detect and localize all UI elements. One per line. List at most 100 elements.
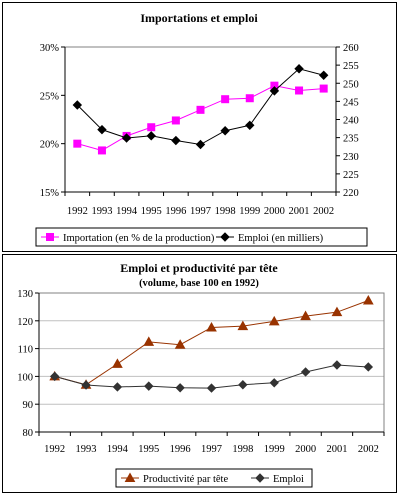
productivity-point	[362, 294, 374, 305]
productivity-point	[331, 306, 343, 317]
y-tick-label: 120	[17, 317, 33, 328]
employment-point	[318, 70, 329, 80]
employment-point	[72, 100, 83, 110]
series-line-productivity	[54, 300, 369, 386]
legend-box	[115, 468, 313, 488]
y-left-tick-label: 30%	[40, 43, 60, 54]
chart-subtitle: (volume, base 100 en 1992)	[139, 278, 259, 289]
employment-point	[269, 86, 280, 96]
legend: Importation (en % de la production) Emplo…	[35, 227, 368, 247]
x-tick-label: 1997	[190, 206, 211, 217]
x-tick-label: 1999	[264, 444, 285, 455]
chart-panel-productivity: Emploi et productivité par tête (volume,…	[2, 254, 397, 493]
employment-point	[238, 380, 248, 390]
legend-marker	[46, 233, 54, 241]
imports-point	[221, 95, 230, 104]
productivity-point	[174, 339, 186, 349]
x-tick-label: 2000	[295, 444, 316, 455]
x-tick-label: 1994	[116, 206, 138, 217]
y-right-tick-label: 255	[343, 61, 359, 72]
x-tick-label: 1994	[107, 444, 129, 455]
productivity-point	[237, 320, 249, 331]
x-tick-label: 2000	[264, 206, 285, 217]
chart-title: Emploi et productivité par tête	[120, 261, 278, 275]
y-right-tick-label: 220	[343, 188, 359, 199]
employment-point	[49, 371, 60, 382]
imports-point	[97, 146, 106, 155]
x-tick-label: 1996	[165, 206, 186, 217]
employment-point	[195, 139, 206, 150]
y-right-tick-label: 235	[343, 134, 359, 145]
y-left-tick-label: 15%	[40, 188, 60, 199]
x-tick-label: 2002	[313, 206, 334, 217]
x-tick-label: 2002	[358, 444, 379, 455]
chart-panel-imports: Importations et emploi 15% 20% 25% 30% 220 22…	[2, 2, 397, 252]
x-tick-label: 1993	[91, 206, 112, 217]
legend-label: Emploi	[273, 474, 304, 485]
y-right-tick-label: 240	[343, 116, 359, 127]
x-tick-label: 1992	[44, 444, 65, 455]
employment-point	[300, 367, 311, 377]
employment-point	[171, 135, 181, 146]
imports-point	[147, 123, 156, 132]
x-tick-label: 1995	[141, 206, 162, 217]
y-right-tick-label: 225	[343, 170, 359, 181]
legend-marker	[220, 232, 230, 242]
employment-point	[121, 133, 132, 143]
y-tick-label: 130	[17, 289, 33, 300]
legend-label: Productivité par tête	[143, 474, 228, 485]
legend-label: Importation (en % de la production)	[63, 233, 215, 244]
x-tick-label: 2001	[326, 444, 347, 455]
x-tick-label: 1999	[239, 206, 260, 217]
x-tick-label: 2001	[289, 206, 310, 217]
employment-point	[294, 64, 304, 74]
chart-imports-employment: Importations et emploi 15% 20% 25% 30% 220 22…	[35, 11, 368, 247]
employment-point	[175, 383, 185, 393]
imports-point	[319, 84, 328, 93]
x-tick-label: 1996	[170, 444, 191, 455]
x-tick-label: 1997	[201, 444, 222, 455]
imports-point	[171, 116, 180, 125]
legend: Productivité par tête Emploi	[115, 468, 313, 488]
legend-marker	[124, 472, 136, 482]
employment-point	[146, 131, 156, 141]
imports-point	[245, 94, 254, 103]
y-right-tick-label: 245	[343, 97, 359, 108]
chart-employment-productivity: Emploi et productivité par tête (volume,…	[17, 261, 385, 488]
y-right-tick-label: 260	[343, 43, 359, 54]
legend-marker	[255, 473, 265, 483]
x-tick-label: 1998	[232, 444, 253, 455]
y-right-tick-label: 250	[343, 79, 359, 90]
productivity-point	[206, 321, 217, 332]
y-tick-label: 110	[18, 345, 33, 356]
employment-point	[112, 382, 123, 392]
x-tick-label: 1998	[215, 206, 236, 217]
productivity-point	[268, 315, 280, 326]
chart-title: Importations et emploi	[140, 11, 258, 25]
y-tick-label: 100	[17, 372, 33, 383]
y-left-tick-label: 25%	[40, 91, 60, 102]
employment-point	[97, 124, 107, 135]
imports-point	[196, 105, 205, 114]
employment-point	[332, 360, 342, 370]
y-right-tick-label: 230	[343, 152, 359, 163]
imports-point	[295, 86, 304, 95]
legend-label: Emploi (en milliers)	[238, 233, 324, 244]
employment-point	[245, 120, 255, 131]
productivity-point	[112, 358, 123, 368]
legend-box	[35, 227, 368, 247]
employment-point	[363, 362, 374, 372]
plot-area	[38, 292, 385, 433]
productivity-point	[300, 310, 311, 321]
employment-point	[206, 383, 217, 393]
imports-point	[73, 139, 82, 148]
y-tick-label: 80	[23, 428, 34, 439]
x-tick-label: 1995	[138, 444, 159, 455]
x-tick-label: 1992	[67, 206, 88, 217]
y-tick-label: 90	[23, 400, 34, 411]
employment-point	[81, 380, 91, 390]
employment-point	[220, 126, 230, 136]
employment-point	[269, 378, 279, 388]
y-left-tick-label: 20%	[40, 140, 60, 151]
employment-point	[144, 381, 154, 391]
